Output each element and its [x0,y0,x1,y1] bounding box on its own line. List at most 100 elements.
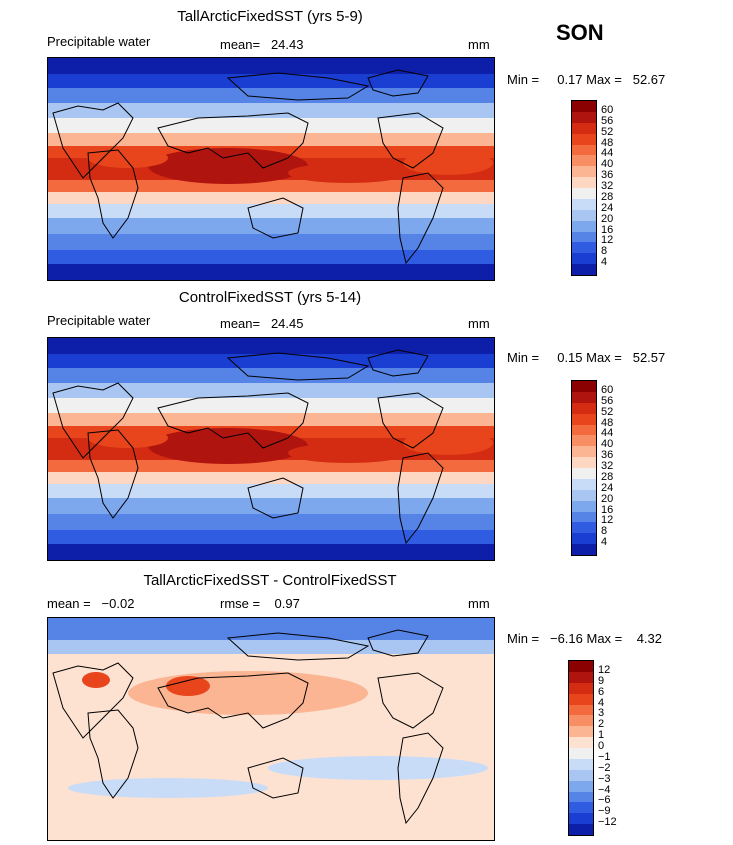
colorbar-tick-label: 48 [601,136,614,149]
colorbar-tick-label: 36 [601,169,614,182]
colorbar-tick-label: 48 [601,416,614,429]
colorbar-swatch [572,478,596,490]
colorbar-swatch [572,468,596,479]
colorbar-swatch [569,693,593,705]
colorbar-tick-label: 28 [601,470,614,483]
colorbar-tick-label: 6 [598,685,605,698]
colorbar-swatch [572,511,596,523]
colorbar-swatch [572,424,596,436]
colorbar-swatch [569,769,593,781]
colorbar-swatch [572,220,596,232]
colorbar-swatch [572,435,596,447]
colorbar-tick-label: 52 [601,405,614,418]
panel-2-mean: mean= 24.45 [220,316,304,331]
colorbar-swatch [572,264,596,275]
colorbar-swatch [572,381,596,392]
colorbar-swatch [572,133,596,145]
colorbar-tick-label: −4 [598,783,611,796]
colorbar-tick-label: 12 [598,663,611,676]
colorbar-swatch [572,391,596,403]
colorbar-tick-label: 32 [601,180,614,192]
colorbar-swatch [572,489,596,501]
colorbar-tick-label: 8 [601,525,608,538]
colorbar-swatch [569,704,593,716]
colorbar-swatch [569,682,593,694]
colorbar-swatch [572,402,596,414]
colorbar-tick-label: −3 [598,772,611,785]
colorbar-tick-label: 4 [601,256,608,269]
season-label: SON [556,20,604,45]
panel-1-minmax: Min = 0.17 Max = 52.67 [507,72,666,87]
colorbar-swatch [572,446,596,458]
panel-3-units: mm [468,596,490,611]
panel-2-colorbar [571,380,597,556]
colorbar-swatch [572,155,596,167]
colorbar-swatch [572,166,596,178]
colorbar-tick-label: 24 [601,481,614,494]
panel-3-minmax: Min = −6.16 Max = 4.32 [507,631,663,646]
panel-3-mean: mean = −0.02 [47,596,135,611]
colorbar-swatch [572,101,596,112]
colorbar-tick-label: 40 [601,158,614,171]
colorbar-tick-label: 44 [601,427,614,440]
colorbar-swatch [569,802,593,814]
colorbar-swatch [569,715,593,727]
colorbar-tick-label: 16 [601,503,614,516]
colorbar-swatch [572,500,596,512]
colorbar-tick-label: 56 [601,394,614,407]
colorbar-tick-label: −6 [598,794,611,807]
colorbar-swatch [572,457,596,468]
colorbar-tick-label: 8 [601,245,608,258]
panel-1-map [47,57,495,281]
colorbar-tick-label: −9 [598,805,611,818]
panel-2-title: ControlFixedSST (yrs 5-14) [178,289,362,306]
colorbar-swatch [569,737,593,748]
colorbar-tick-label: 12 [601,234,614,247]
colorbar-tick-label: 12 [601,514,614,527]
colorbar-swatch [572,242,596,254]
colorbar-swatch [572,544,596,555]
colorbar-tick-label: 20 [601,492,614,505]
colorbar-swatch [569,671,593,683]
colorbar-swatch [572,122,596,134]
colorbar-tick-label: 44 [601,147,614,160]
colorbar-tick-label: 36 [601,449,614,462]
panel-3-rmse: rmse = 0.97 [220,596,300,611]
colorbar-tick-label: 20 [601,212,614,225]
colorbar-swatch [572,198,596,210]
colorbar-tick-label: 9 [598,674,605,687]
colorbar-swatch [572,413,596,425]
colorbar-swatch [569,791,593,803]
colorbar-tick-label: −1 [598,750,611,763]
panel-1-variable-label: Precipitable water [47,34,151,49]
panel-3-colorbar [568,660,594,836]
colorbar-tick-label: 3 [598,707,605,720]
colorbar-swatch [572,111,596,123]
colorbar-swatch [572,253,596,265]
panel-2-units: mm [468,316,490,331]
colorbar-tick-label: 16 [601,223,614,236]
colorbar-tick-label: 60 [601,103,614,116]
colorbar-tick-label: 24 [601,201,614,214]
panel-2-minmax: Min = 0.15 Max = 52.57 [507,350,666,365]
colorbar-swatch [572,231,596,243]
colorbar-tick-label: 4 [601,536,608,549]
panel-1-units: mm [468,37,490,52]
colorbar-tick-label: 52 [601,125,614,138]
colorbar-swatch [572,522,596,534]
colorbar-tick-label: 1 [598,729,605,742]
colorbar-tick-label: 4 [598,696,605,709]
panel-2-map [47,337,495,561]
colorbar-tick-label: 56 [601,114,614,127]
colorbar-swatch [569,824,593,835]
colorbar-tick-label: 0 [598,740,605,752]
colorbar-swatch [572,177,596,188]
colorbar-tick-label: −2 [598,761,611,774]
colorbar-swatch [572,188,596,199]
colorbar-swatch [569,726,593,738]
panel-2-variable-label: Precipitable water [47,313,151,328]
colorbar-tick-label: 28 [601,190,614,203]
colorbar-swatch [572,144,596,156]
colorbar-swatch [569,813,593,825]
colorbar-swatch [569,758,593,770]
